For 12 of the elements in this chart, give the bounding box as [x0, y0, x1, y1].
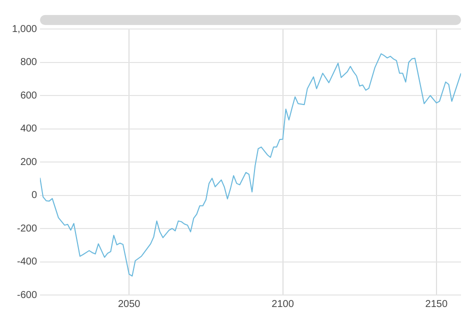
y-tick-label: 800 — [20, 57, 38, 68]
y-tick-label: -400 — [16, 256, 38, 268]
y-tick-label: 600 — [20, 90, 38, 102]
x-tick-label: 2100 — [272, 298, 294, 310]
y-tick-label: 400 — [20, 124, 38, 134]
x-tick-label: 2050 — [118, 298, 141, 310]
y-tick-label: 0 — [31, 190, 38, 201]
x-tick-label: 2150 — [425, 298, 448, 310]
y-tick-label: -200 — [16, 223, 38, 234]
y-tick-label: -600 — [16, 290, 38, 301]
y-tick-label: 1,000 — [12, 24, 38, 35]
y-tick-label: 200 — [20, 156, 38, 168]
